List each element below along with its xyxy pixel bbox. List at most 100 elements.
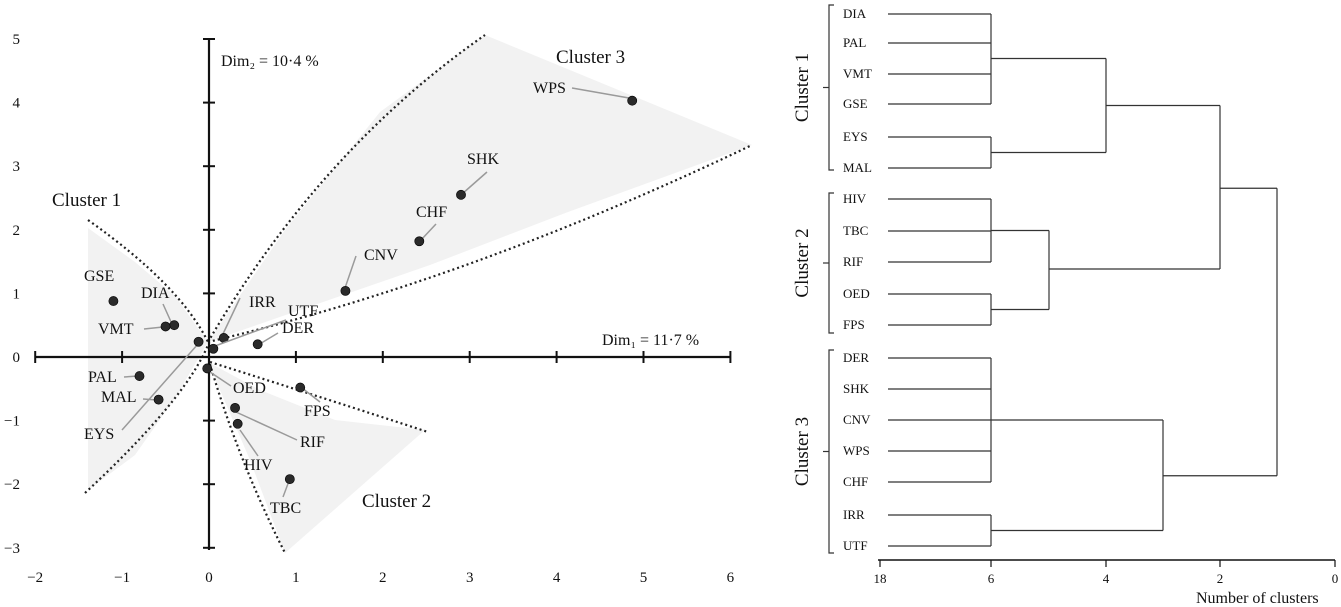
dendrogram-groups: Cluster 1 Cluster 2 Cluster 3	[792, 4, 834, 554]
cluster-1-upper-boundary	[87, 219, 209, 343]
y-tick-label: 3	[13, 159, 21, 175]
cluster-1-region	[88, 228, 208, 490]
cluster-1-label: Cluster 1	[52, 190, 121, 211]
point-leader-line	[121, 343, 199, 431]
dendrogram-tick-label: 18	[874, 571, 887, 586]
point-label-pal: PAL	[88, 369, 117, 386]
y-tick-label: 4	[13, 96, 21, 112]
cluster-bracket	[828, 349, 834, 554]
point-tbc	[284, 474, 295, 485]
x-tick-label: 1	[292, 570, 300, 586]
point-oed	[202, 363, 213, 374]
scatter-ticks: −2 −1 0 1 2 3 4 5 6 −3 −2 −1 0 1 2 3 4 5	[4, 32, 735, 586]
point-leader-line	[235, 411, 298, 441]
x-tick-label: 4	[553, 570, 561, 586]
point-pal	[134, 371, 145, 381]
y-tick-label: 5	[13, 32, 21, 48]
point-leader-line	[162, 303, 173, 325]
x-tick-label: 5	[640, 570, 648, 586]
point-dia	[169, 320, 180, 331]
cluster-3-lower-boundary	[207, 144, 753, 344]
leaf-label-der: DER	[843, 350, 869, 365]
point-leader-line	[221, 297, 241, 337]
point-label-fps: FPS	[304, 403, 331, 420]
dendrogram-x-axis-label: Number of clusters	[1196, 590, 1319, 607]
dendrogram-tick-label: 4	[1103, 571, 1110, 586]
dendrogram-leaves: DIA PAL VMT GSE EYS MAL HIV TBC RIF OED FPS DER SHK C…	[843, 6, 872, 553]
dendrogram-tick-label: 2	[1217, 571, 1224, 586]
point-leader-line	[420, 223, 437, 241]
leaf-label-eys: EYS	[843, 129, 868, 144]
point-label-eys: EYS	[84, 426, 114, 443]
leaf-label-wps: WPS	[843, 443, 870, 458]
leaf-label-gse: GSE	[843, 96, 868, 111]
x-tick-label: −2	[27, 570, 43, 586]
y-tick-label: 0	[13, 350, 21, 366]
point-shk	[456, 189, 466, 200]
point-hiv	[232, 418, 243, 429]
dendrogram-tick-label: 0	[1332, 571, 1339, 586]
dendrogram-branches	[888, 13, 1278, 547]
dendrogram-tick-label: 6	[988, 571, 995, 586]
point-mal	[153, 394, 164, 405]
cluster-1-lower-boundary	[84, 344, 210, 494]
point-label-gse: GSE	[84, 268, 114, 285]
leaf-label-utf: UTF	[843, 538, 868, 553]
point-label-chf: CHF	[416, 204, 447, 221]
point-gse	[108, 296, 119, 306]
x-tick-label: −1	[114, 570, 130, 586]
leaf-label-chf: CHF	[843, 474, 868, 489]
point-leader-line	[143, 326, 164, 330]
point-leader-line	[214, 319, 287, 347]
point-rif	[230, 402, 240, 413]
point-label-oed: OED	[233, 380, 266, 397]
point-vmt	[160, 321, 171, 332]
leaf-label-oed: OED	[843, 286, 870, 301]
point-eys	[193, 336, 204, 347]
y-tick-label: −3	[4, 541, 20, 557]
point-label-der: DER	[282, 320, 314, 337]
leaf-label-vmt: VMT	[843, 66, 872, 81]
point-label-shk: SHK	[467, 151, 499, 168]
leaf-label-cnv: CNV	[843, 412, 871, 427]
x-tick-label: 2	[379, 570, 387, 586]
leaf-label-pal: PAL	[843, 35, 866, 50]
dendrogram-ticks: 18 6 4 2 0	[874, 560, 1339, 586]
point-label-hiv: HIV	[244, 457, 273, 474]
cluster-2-label: Cluster 2	[362, 491, 431, 512]
leaf-label-fps: FPS	[843, 317, 865, 332]
point-utf	[208, 343, 219, 354]
point-leader-line	[301, 387, 321, 403]
x-tick-label: 3	[466, 570, 474, 586]
dendrogram-cluster-label-3: Cluster 3	[792, 417, 813, 486]
point-chf	[414, 236, 425, 247]
dendrogram-cluster-label-2: Cluster 2	[792, 228, 813, 297]
leaf-label-shk: SHK	[843, 381, 870, 396]
cluster-2-region	[208, 362, 425, 553]
point-leader-line	[461, 171, 488, 195]
y-tick-label: 2	[13, 223, 21, 239]
point-label-irr: IRR	[249, 294, 276, 311]
point-label-rif: RIF	[300, 434, 325, 451]
x-tick-label: 6	[727, 570, 735, 586]
point-leader-line	[282, 480, 290, 498]
scatter-plot: −2 −1 0 1 2 3 4 5 6 −3 −2 −1 0 1 2 3 4 5 Dim₁ = 11·7 % Di…	[4, 32, 753, 586]
leaf-label-rif: RIF	[843, 254, 863, 269]
leaf-label-irr: IRR	[843, 507, 865, 522]
y-tick-label: −1	[4, 414, 20, 430]
leaf-label-tbc: TBC	[843, 223, 868, 238]
cluster-2-lower-boundary	[208, 363, 286, 554]
point-label-utf: UTF	[288, 303, 318, 320]
point-label-cnv: CNV	[364, 247, 398, 264]
cluster-bracket	[828, 4, 834, 171]
x-axis-label: Dim₁ = 11·7 %	[602, 332, 699, 349]
point-leader-line	[571, 87, 630, 99]
cluster-3-label: Cluster 3	[556, 47, 625, 68]
point-der	[252, 339, 263, 350]
point-cnv	[340, 285, 351, 296]
point-leader-line	[209, 371, 232, 387]
dendrogram-cluster-label-1: Cluster 1	[792, 53, 813, 122]
y-tick-label: 1	[13, 286, 21, 302]
point-label-tbc: TBC	[270, 500, 301, 517]
